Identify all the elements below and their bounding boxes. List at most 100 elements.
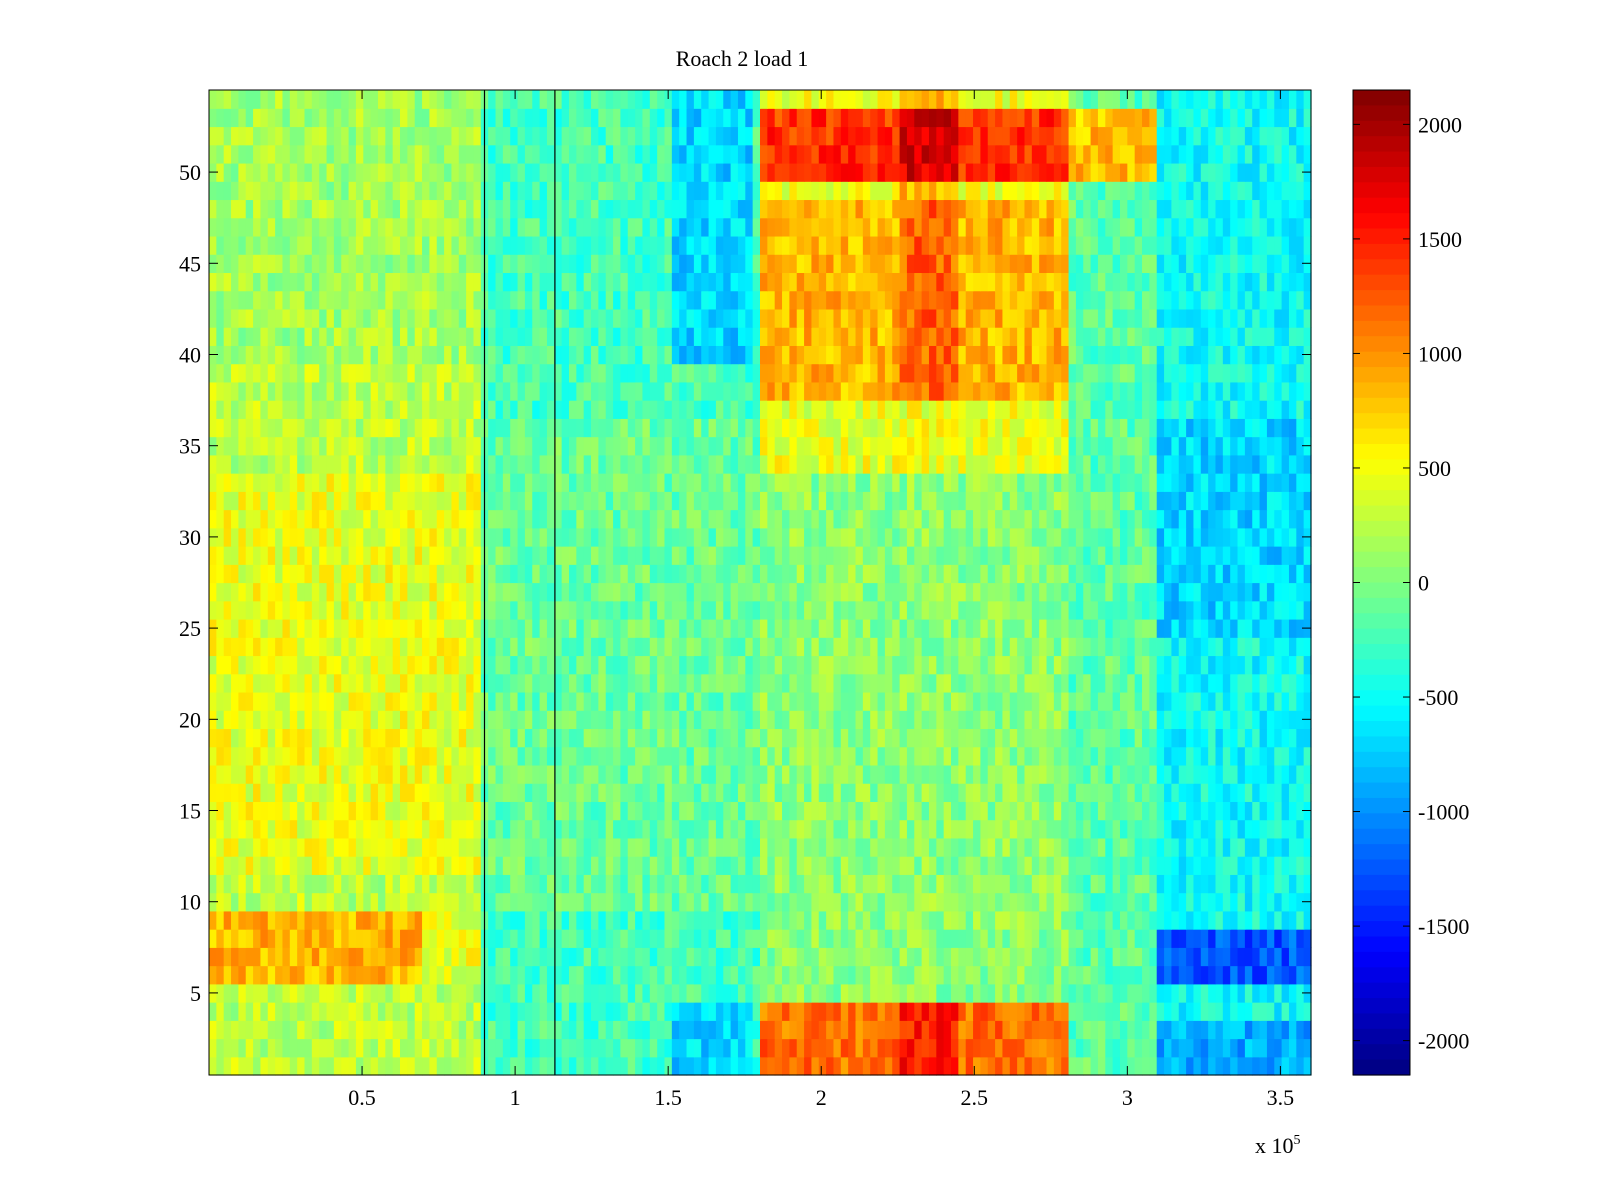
- heatmap-cell: [701, 856, 710, 875]
- heatmap-cell: [973, 509, 981, 529]
- heatmap-cell: [414, 618, 423, 638]
- heatmap-cell: [466, 965, 475, 985]
- heatmap-cell: [620, 691, 629, 711]
- heatmap-cell: [385, 892, 394, 912]
- heatmap-cell: [620, 527, 629, 547]
- heatmap-cell: [774, 546, 783, 565]
- heatmap-cell: [701, 1056, 710, 1076]
- heatmap-cell: [297, 710, 306, 730]
- heatmap-cell: [517, 892, 526, 912]
- heatmap-cell: [392, 1056, 401, 1076]
- heatmap-cell: [216, 728, 225, 748]
- heatmap-cell: [760, 509, 768, 529]
- heatmap-cell: [275, 600, 284, 620]
- heatmap-cell: [613, 892, 622, 912]
- heatmap-cell: [458, 618, 467, 638]
- heatmap-cell: [267, 728, 276, 748]
- heatmap-cell: [1142, 1056, 1150, 1076]
- heatmap-cell: [392, 983, 401, 1003]
- heatmap-cell: [906, 527, 915, 547]
- heatmap-cell: [995, 783, 1004, 802]
- heatmap-cell: [737, 965, 746, 985]
- heatmap-cell: [1009, 691, 1018, 711]
- heatmap-cell: [466, 582, 475, 602]
- heatmap-cell: [1208, 983, 1217, 1003]
- heatmap-cell: [510, 473, 519, 492]
- heatmap-cell: [1156, 491, 1165, 511]
- heatmap-cell: [1142, 673, 1150, 693]
- heatmap-cell: [422, 874, 430, 894]
- heatmap-cell: [767, 929, 776, 948]
- heatmap-cell: [796, 965, 805, 985]
- heatmap-cell: [392, 491, 401, 511]
- heatmap-cell: [1090, 710, 1099, 730]
- heatmap-cell: [818, 728, 827, 748]
- heatmap-cell: [760, 892, 768, 912]
- heatmap-cell: [231, 655, 239, 675]
- heatmap-cell: [1127, 892, 1136, 912]
- heatmap-cell: [1296, 600, 1305, 620]
- heatmap-cell: [1303, 1056, 1312, 1076]
- heatmap-cell: [884, 1056, 893, 1076]
- heatmap-cell: [289, 801, 298, 821]
- heatmap-cell: [1156, 655, 1165, 675]
- heatmap-cell: [1281, 473, 1290, 492]
- heatmap-cell: [1002, 546, 1011, 565]
- heatmap-cell: [245, 618, 254, 638]
- heatmap-cell: [429, 509, 438, 529]
- heatmap-cell: [488, 1056, 497, 1076]
- heatmap-cell: [1097, 910, 1106, 930]
- heatmap-cell: [1090, 783, 1099, 802]
- heatmap-cell: [275, 710, 284, 730]
- heatmap-cell: [679, 1056, 688, 1076]
- heatmap-cell: [216, 491, 225, 511]
- heatmap-cell: [370, 1002, 379, 1021]
- heatmap-cell: [899, 691, 908, 711]
- heatmap-cell: [238, 618, 247, 638]
- heatmap-cell: [1288, 491, 1297, 511]
- heatmap-cell: [231, 764, 239, 784]
- heatmap-cell: [928, 710, 937, 730]
- heatmap-cell: [693, 582, 702, 602]
- heatmap-cell: [1215, 837, 1224, 857]
- heatmap-cell: [1149, 655, 1158, 675]
- heatmap-cell: [892, 509, 901, 529]
- heatmap-cell: [576, 618, 585, 638]
- heatmap-cell: [458, 764, 467, 784]
- heatmap-cell: [216, 929, 225, 948]
- heatmap-cell: [524, 728, 533, 748]
- heatmap-cell: [377, 783, 386, 802]
- heatmap-cell: [1083, 527, 1092, 547]
- heatmap-cell: [951, 929, 959, 948]
- heatmap-cell: [1230, 673, 1239, 693]
- heatmap-cell: [752, 655, 761, 675]
- heatmap-cell: [282, 1038, 291, 1058]
- heatmap-cell: [1075, 819, 1084, 839]
- heatmap-cell: [1046, 473, 1055, 492]
- heatmap-cell: [686, 965, 695, 985]
- heatmap-cell: [1083, 637, 1092, 657]
- heatmap-cell: [1105, 600, 1114, 620]
- heatmap-cell: [752, 618, 761, 638]
- heatmap-cell: [1149, 691, 1158, 711]
- heatmap-cell: [209, 929, 217, 948]
- heatmap-cell: [311, 546, 320, 565]
- heatmap-cell: [921, 473, 930, 492]
- heatmap-cell: [282, 491, 291, 511]
- heatmap-cell: [943, 874, 952, 894]
- heatmap-cell: [510, 564, 519, 584]
- heatmap-cell: [965, 1038, 974, 1058]
- heatmap-cell: [1024, 691, 1033, 711]
- heatmap-cell: [1252, 801, 1261, 821]
- heatmap-cell: [333, 929, 342, 948]
- heatmap-cell: [862, 691, 871, 711]
- heatmap-cell: [1119, 564, 1128, 584]
- heatmap-cell: [723, 582, 732, 602]
- heatmap-cell: [1244, 837, 1253, 857]
- heatmap-cell: [715, 947, 724, 967]
- heatmap-cell: [987, 527, 996, 547]
- heatmap-cell: [1230, 637, 1239, 657]
- heatmap-cell: [1200, 527, 1209, 547]
- heatmap-cell: [1266, 1056, 1275, 1076]
- heatmap-cell: [1296, 673, 1305, 693]
